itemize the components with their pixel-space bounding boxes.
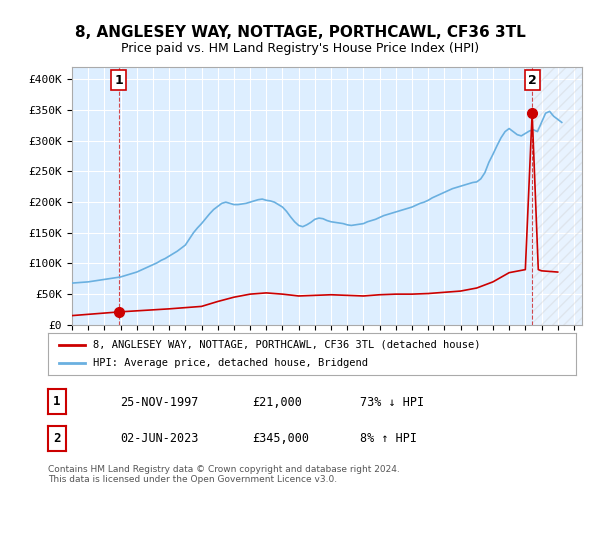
Text: Price paid vs. HM Land Registry's House Price Index (HPI): Price paid vs. HM Land Registry's House …	[121, 42, 479, 55]
Text: 8, ANGLESEY WAY, NOTTAGE, PORTHCAWL, CF36 3TL (detached house): 8, ANGLESEY WAY, NOTTAGE, PORTHCAWL, CF3…	[93, 340, 481, 350]
Text: HPI: Average price, detached house, Bridgend: HPI: Average price, detached house, Brid…	[93, 358, 368, 368]
Text: 2: 2	[53, 432, 61, 445]
Text: 8, ANGLESEY WAY, NOTTAGE, PORTHCAWL, CF36 3TL: 8, ANGLESEY WAY, NOTTAGE, PORTHCAWL, CF3…	[74, 25, 526, 40]
Text: 1: 1	[53, 395, 61, 408]
Text: £21,000: £21,000	[252, 395, 302, 409]
Text: 02-JUN-2023: 02-JUN-2023	[120, 432, 199, 445]
Text: Contains HM Land Registry data © Crown copyright and database right 2024.
This d: Contains HM Land Registry data © Crown c…	[48, 465, 400, 484]
Text: 1: 1	[115, 73, 124, 87]
Text: 2: 2	[528, 73, 536, 87]
Text: £345,000: £345,000	[252, 432, 309, 445]
Text: 25-NOV-1997: 25-NOV-1997	[120, 395, 199, 409]
Text: 8% ↑ HPI: 8% ↑ HPI	[360, 432, 417, 445]
Text: 73% ↓ HPI: 73% ↓ HPI	[360, 395, 424, 409]
Bar	[533, 67, 582, 325]
